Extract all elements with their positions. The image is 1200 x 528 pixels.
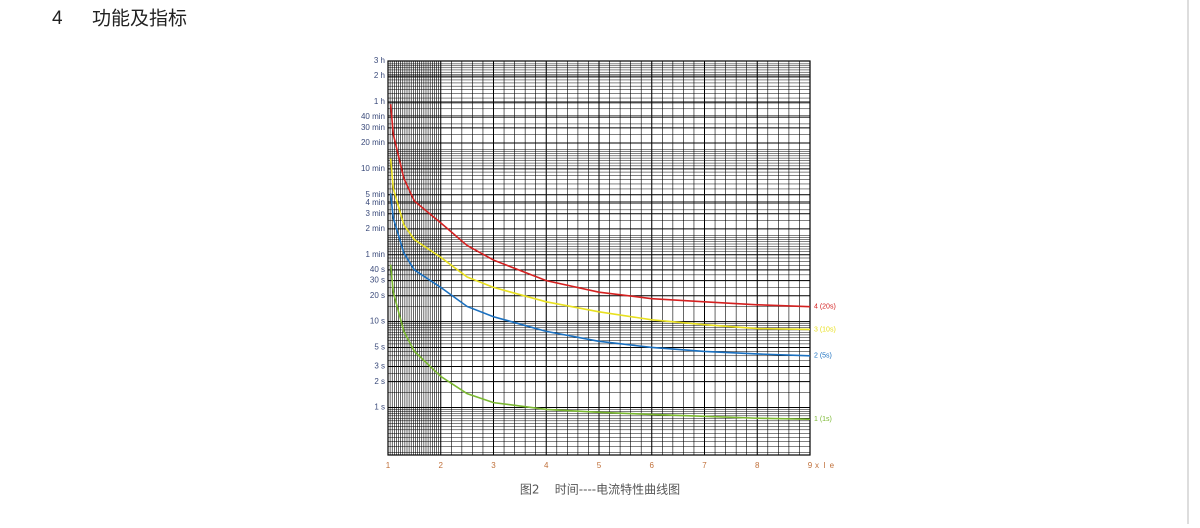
x-tick-label: 1 xyxy=(386,461,391,470)
heading-number: 4 xyxy=(52,8,63,29)
x-tick-label: 5 xyxy=(597,461,602,470)
y-tick-label: 30 min xyxy=(361,123,385,132)
y-tick-label: 2 min xyxy=(365,224,385,233)
series-label: 4 (20s) xyxy=(814,304,836,311)
series-label: 3 (10s) xyxy=(814,326,836,333)
y-tick-label: 10 min xyxy=(361,164,385,173)
y-tick-label: 5 s xyxy=(374,343,385,352)
series-label: 2 (5s) xyxy=(814,353,832,360)
y-tick-label: 3 h xyxy=(374,56,385,65)
y-tick-label: 40 s xyxy=(370,265,385,274)
caption: 图2 时间----电流特性曲线图 xyxy=(520,482,680,497)
series-label: 1 (1s) xyxy=(814,416,832,423)
y-tick-label: 3 s xyxy=(374,362,385,371)
x-axis-label: x I e xyxy=(815,461,835,470)
x-tick-label: 6 xyxy=(650,461,655,470)
y-tick-label: 3 min xyxy=(365,209,385,218)
y-tick-label: 10 s xyxy=(370,317,385,326)
x-tick-label: 7 xyxy=(702,461,707,470)
x-tick-label: 8 xyxy=(755,461,760,470)
curve xyxy=(389,104,811,308)
y-tick-label: 2 h xyxy=(374,71,385,80)
x-tick-label: 3 xyxy=(491,461,496,470)
curve xyxy=(389,264,811,421)
curve xyxy=(389,193,811,357)
y-tick-label: 4 min xyxy=(365,198,385,207)
plot-frame xyxy=(387,60,811,456)
heading-title: 功能及指标 xyxy=(92,8,187,30)
x-tick-label: 2 xyxy=(439,461,444,470)
y-tick-label: 30 s xyxy=(370,276,385,285)
y-tick-label: 2 s xyxy=(374,377,385,386)
y-tick-label: 1 h xyxy=(374,97,385,106)
y-tick-label: 20 min xyxy=(361,138,385,147)
y-tick-label: 1 min xyxy=(365,250,385,259)
y-tick-label: 20 s xyxy=(370,291,385,300)
x-tick-label: 9 xyxy=(808,461,813,470)
y-tick-label: 40 min xyxy=(361,112,385,121)
y-tick-label: 5 min xyxy=(365,190,385,199)
x-tick-label: 4 xyxy=(544,461,549,470)
y-tick-label: 1 s xyxy=(374,403,385,412)
curve xyxy=(389,158,811,331)
